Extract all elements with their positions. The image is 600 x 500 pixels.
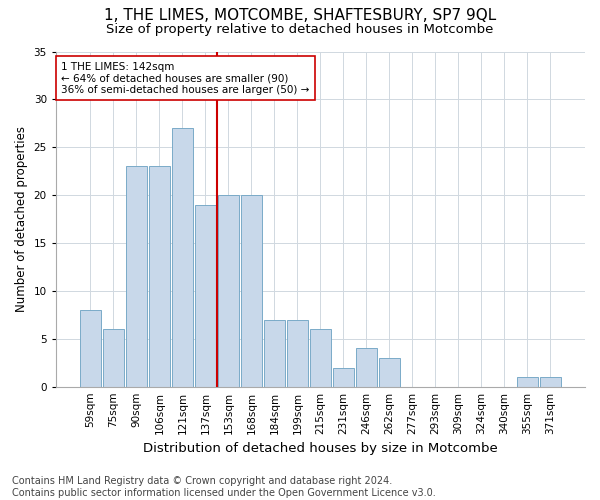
Bar (540, 377, 561, 386)
Bar (333, 368, 354, 386)
Text: 1, THE LIMES, MOTCOMBE, SHAFTESBURY, SP7 9QL: 1, THE LIMES, MOTCOMBE, SHAFTESBURY, SP7… (104, 8, 496, 22)
Bar (103, 329, 124, 386)
Text: 1 THE LIMES: 142sqm
← 64% of detached houses are smaller (90)
36% of semi-detach: 1 THE LIMES: 142sqm ← 64% of detached ho… (61, 62, 310, 95)
Bar (517, 377, 538, 386)
Bar (126, 166, 147, 386)
Bar (195, 204, 216, 386)
Bar (264, 320, 285, 386)
Bar (172, 128, 193, 386)
Bar (218, 195, 239, 386)
Bar (379, 358, 400, 386)
Bar (356, 348, 377, 387)
Y-axis label: Number of detached properties: Number of detached properties (15, 126, 28, 312)
Bar (241, 195, 262, 386)
Bar (80, 310, 101, 386)
Text: Size of property relative to detached houses in Motcombe: Size of property relative to detached ho… (106, 22, 494, 36)
Bar (310, 329, 331, 386)
Bar (149, 166, 170, 386)
Bar (287, 320, 308, 386)
Text: Contains HM Land Registry data © Crown copyright and database right 2024.
Contai: Contains HM Land Registry data © Crown c… (12, 476, 436, 498)
X-axis label: Distribution of detached houses by size in Motcombe: Distribution of detached houses by size … (143, 442, 498, 455)
